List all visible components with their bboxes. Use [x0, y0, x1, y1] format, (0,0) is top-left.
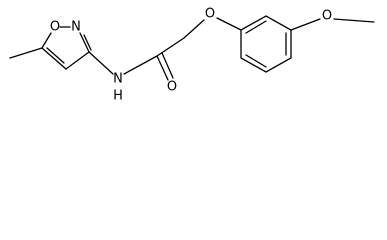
atom-label: O: [50, 20, 60, 35]
bond: [161, 52, 174, 79]
bond: [216, 17, 242, 31]
atom-label: O: [205, 7, 215, 22]
bond: [9, 47, 43, 59]
bond: [245, 54, 267, 68]
page: {"atoms": {"ring_o": "O", "ring_n": "N",…: [0, 0, 387, 107]
atom-label: O: [167, 80, 177, 95]
bond: [88, 51, 114, 75]
bond: [123, 55, 158, 75]
atom-label: N: [71, 20, 81, 35]
atoms: O N N H O O O: [50, 7, 332, 104]
bond: [290, 18, 321, 31]
atom-label: H: [113, 89, 123, 104]
bond: [333, 18, 375, 23]
bond: [245, 20, 267, 34]
bond: [183, 19, 205, 39]
bond: [46, 47, 65, 64]
bond: [156, 37, 185, 57]
bond: [65, 51, 90, 70]
atom-label: N: [113, 72, 123, 87]
bonds: [9, 15, 375, 81]
structure-diagram: O N N H O O O: [9, 7, 375, 104]
bond: [83, 34, 92, 51]
bond: [79, 32, 90, 53]
atom-label: O: [322, 9, 332, 24]
bond: [156, 55, 169, 81]
bond: [41, 47, 67, 70]
bond: [41, 32, 52, 49]
bond: [240, 15, 292, 73]
